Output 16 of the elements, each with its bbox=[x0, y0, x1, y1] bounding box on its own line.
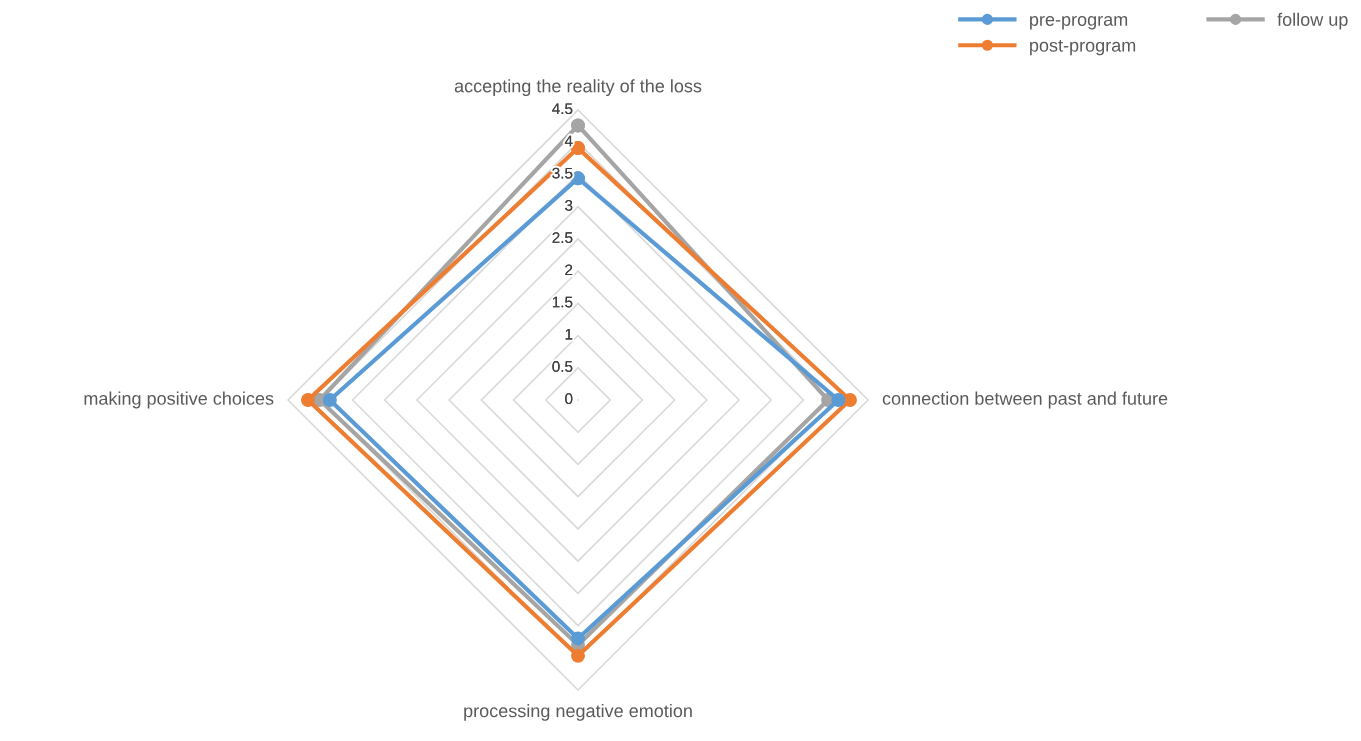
legend-label: post-program bbox=[1030, 39, 1136, 56]
spoke-label: processing negative emotion bbox=[464, 704, 692, 721]
y-tick-label: 1 bbox=[565, 329, 573, 340]
spoke-label: making positive choices bbox=[84, 391, 274, 409]
spoke-label: accepting the reality of the loss bbox=[454, 79, 702, 96]
spoke-label: connection between past and future bbox=[882, 391, 1168, 409]
y-tick-label: 0.5 bbox=[552, 361, 573, 372]
y-tick-label: 1.5 bbox=[552, 296, 573, 308]
y-tick-label: 4 bbox=[564, 135, 573, 147]
y-tick-label: 0 bbox=[565, 393, 573, 405]
legend-label: pre-program bbox=[1030, 16, 1128, 30]
y-tick-label: 4.5 bbox=[552, 103, 573, 115]
y-tick-label: 2.5 bbox=[552, 232, 573, 243]
y-tick-label: 3 bbox=[565, 199, 573, 211]
legend-label: follow up bbox=[1277, 12, 1348, 30]
y-tick-label: 2 bbox=[565, 264, 573, 276]
